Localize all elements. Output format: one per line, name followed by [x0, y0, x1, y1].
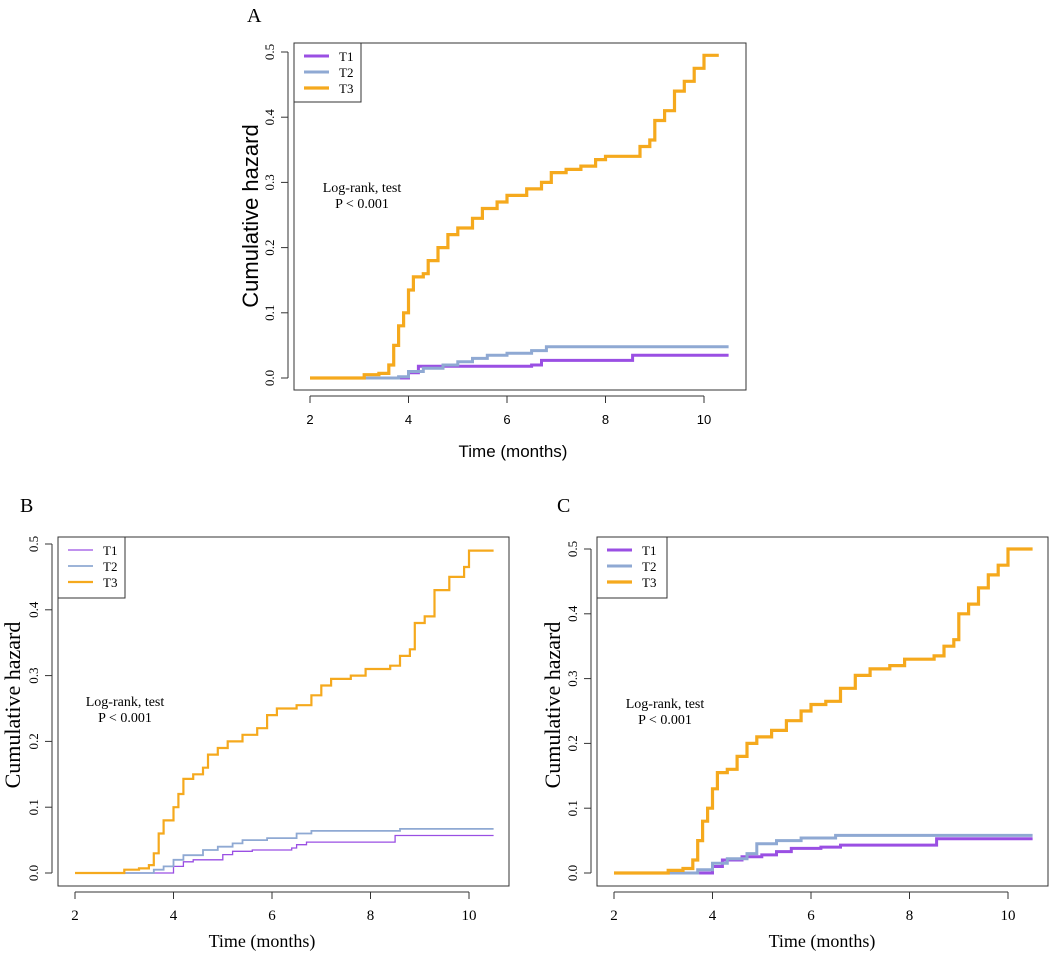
legend-label: T3: [103, 575, 117, 590]
y-tick-label: 0.3: [262, 174, 277, 190]
y-tick-label: 0.1: [565, 800, 580, 816]
panel-a: A 2 4 6 8 10 0.0 0.1 0.2 0.3 0.4 0.5 Time (months) Cu…: [238, 5, 747, 461]
legend-label: T2: [103, 559, 117, 574]
annotation-text: P < 0.001: [638, 713, 692, 728]
panel-label: C: [557, 495, 570, 517]
annotation-text: Log-rank, test: [86, 695, 165, 710]
panel-c: C 2 4 6 8 10 0.0 0.1 0.2 0.3 0.4 0.5 Time (months) Cu…: [540, 495, 1049, 952]
series-line-t3: [75, 549, 494, 875]
x-axis-label: Time (months): [459, 442, 568, 461]
y-tick-label: 0.4: [565, 605, 580, 622]
panel-label: B: [20, 495, 33, 517]
x-tick-label: 10: [697, 412, 711, 427]
x-tick-label: 8: [602, 412, 609, 427]
series-line-t3: [614, 547, 1033, 875]
y-tick-label: 0.1: [262, 305, 277, 321]
annotation-text: P < 0.001: [335, 197, 389, 212]
panel-b: B 2 4 6 8 10 0.0 0.1 0.2 0.3 0.4 0.5 Time (months) Cu…: [0, 495, 510, 952]
legend-label: T1: [339, 49, 353, 64]
y-tick-label: 0.0: [565, 865, 580, 881]
y-tick-label: 0.3: [565, 670, 580, 686]
x-tick-label: 6: [503, 412, 510, 427]
x-tick-label: 6: [268, 908, 276, 924]
y-tick-label: 0.0: [26, 865, 41, 881]
legend-label: T3: [642, 575, 656, 590]
x-tick-label: 2: [306, 412, 313, 427]
annotation-text: Log-rank, test: [323, 181, 402, 196]
series-line-t2: [614, 833, 1033, 875]
legend-label: T1: [103, 543, 117, 558]
x-tick-label: 2: [71, 908, 79, 924]
x-tick-label: 2: [610, 908, 618, 924]
x-tick-label: 6: [807, 908, 815, 924]
annotation-text: Log-rank, test: [626, 697, 705, 712]
legend-label: T1: [642, 543, 656, 558]
x-axis-label: Time (months): [769, 931, 876, 952]
plot-frame: [293, 42, 747, 391]
x-tick-label: 8: [906, 908, 914, 924]
plot-frame: [596, 536, 1049, 887]
legend-box: [57, 536, 126, 599]
legend-label: T2: [642, 559, 656, 574]
x-tick-label: 10: [1001, 908, 1016, 924]
plot-frame: [57, 536, 510, 887]
series-line-t1: [75, 834, 494, 874]
y-tick-label: 0.2: [262, 239, 277, 255]
x-tick-label: 4: [709, 908, 717, 924]
x-tick-label: 8: [367, 908, 375, 924]
series-line-t2: [310, 345, 729, 380]
series-line-t1: [614, 837, 1033, 875]
legend-label: T3: [339, 81, 353, 96]
y-tick-label: 0.4: [262, 109, 277, 126]
y-axis-label: Cumulative hazard: [0, 622, 25, 789]
y-tick-label: 0.2: [565, 735, 580, 751]
y-axis-label: Cumulative hazard: [238, 124, 263, 307]
x-tick-label: 4: [170, 908, 178, 924]
y-tick-label: 0.4: [26, 601, 41, 618]
y-tick-label: 0.2: [26, 733, 41, 749]
series-line-t2: [75, 828, 494, 874]
legend-label: T2: [339, 65, 353, 80]
y-tick-label: 0.5: [262, 44, 277, 60]
y-axis-label: Cumulative hazard: [540, 622, 565, 789]
annotation-text: P < 0.001: [98, 711, 152, 726]
y-tick-label: 0.5: [565, 541, 580, 557]
y-tick-label: 0.3: [26, 667, 41, 683]
y-tick-label: 0.5: [26, 536, 41, 552]
series-line-t3: [310, 53, 719, 380]
y-tick-label: 0.0: [262, 370, 277, 386]
x-tick-label: 10: [462, 908, 477, 924]
x-axis-label: Time (months): [209, 931, 316, 952]
y-tick-label: 0.1: [26, 799, 41, 815]
panel-label: A: [247, 5, 262, 27]
x-tick-label: 4: [405, 412, 412, 427]
